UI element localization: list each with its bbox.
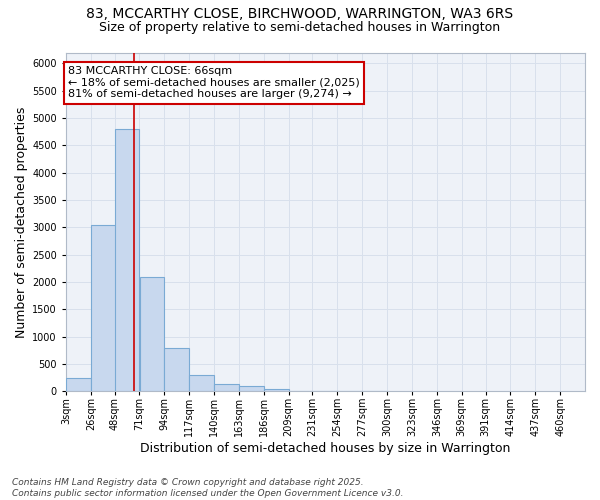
Y-axis label: Number of semi-detached properties: Number of semi-detached properties [15, 106, 28, 338]
Text: 83 MCCARTHY CLOSE: 66sqm
← 18% of semi-detached houses are smaller (2,025)
81% o: 83 MCCARTHY CLOSE: 66sqm ← 18% of semi-d… [68, 66, 360, 100]
X-axis label: Distribution of semi-detached houses by size in Warrington: Distribution of semi-detached houses by … [140, 442, 511, 455]
Bar [66, 378, 91, 392]
Bar [164, 348, 189, 392]
Bar [190, 375, 214, 392]
Bar [214, 384, 239, 392]
Text: Contains HM Land Registry data © Crown copyright and database right 2025.
Contai: Contains HM Land Registry data © Crown c… [12, 478, 404, 498]
Bar [115, 129, 139, 392]
Bar [91, 224, 116, 392]
Bar [239, 386, 264, 392]
Bar [140, 276, 164, 392]
Text: Size of property relative to semi-detached houses in Warrington: Size of property relative to semi-detach… [100, 21, 500, 34]
Bar [264, 389, 289, 392]
Text: 83, MCCARTHY CLOSE, BIRCHWOOD, WARRINGTON, WA3 6RS: 83, MCCARTHY CLOSE, BIRCHWOOD, WARRINGTO… [86, 8, 514, 22]
